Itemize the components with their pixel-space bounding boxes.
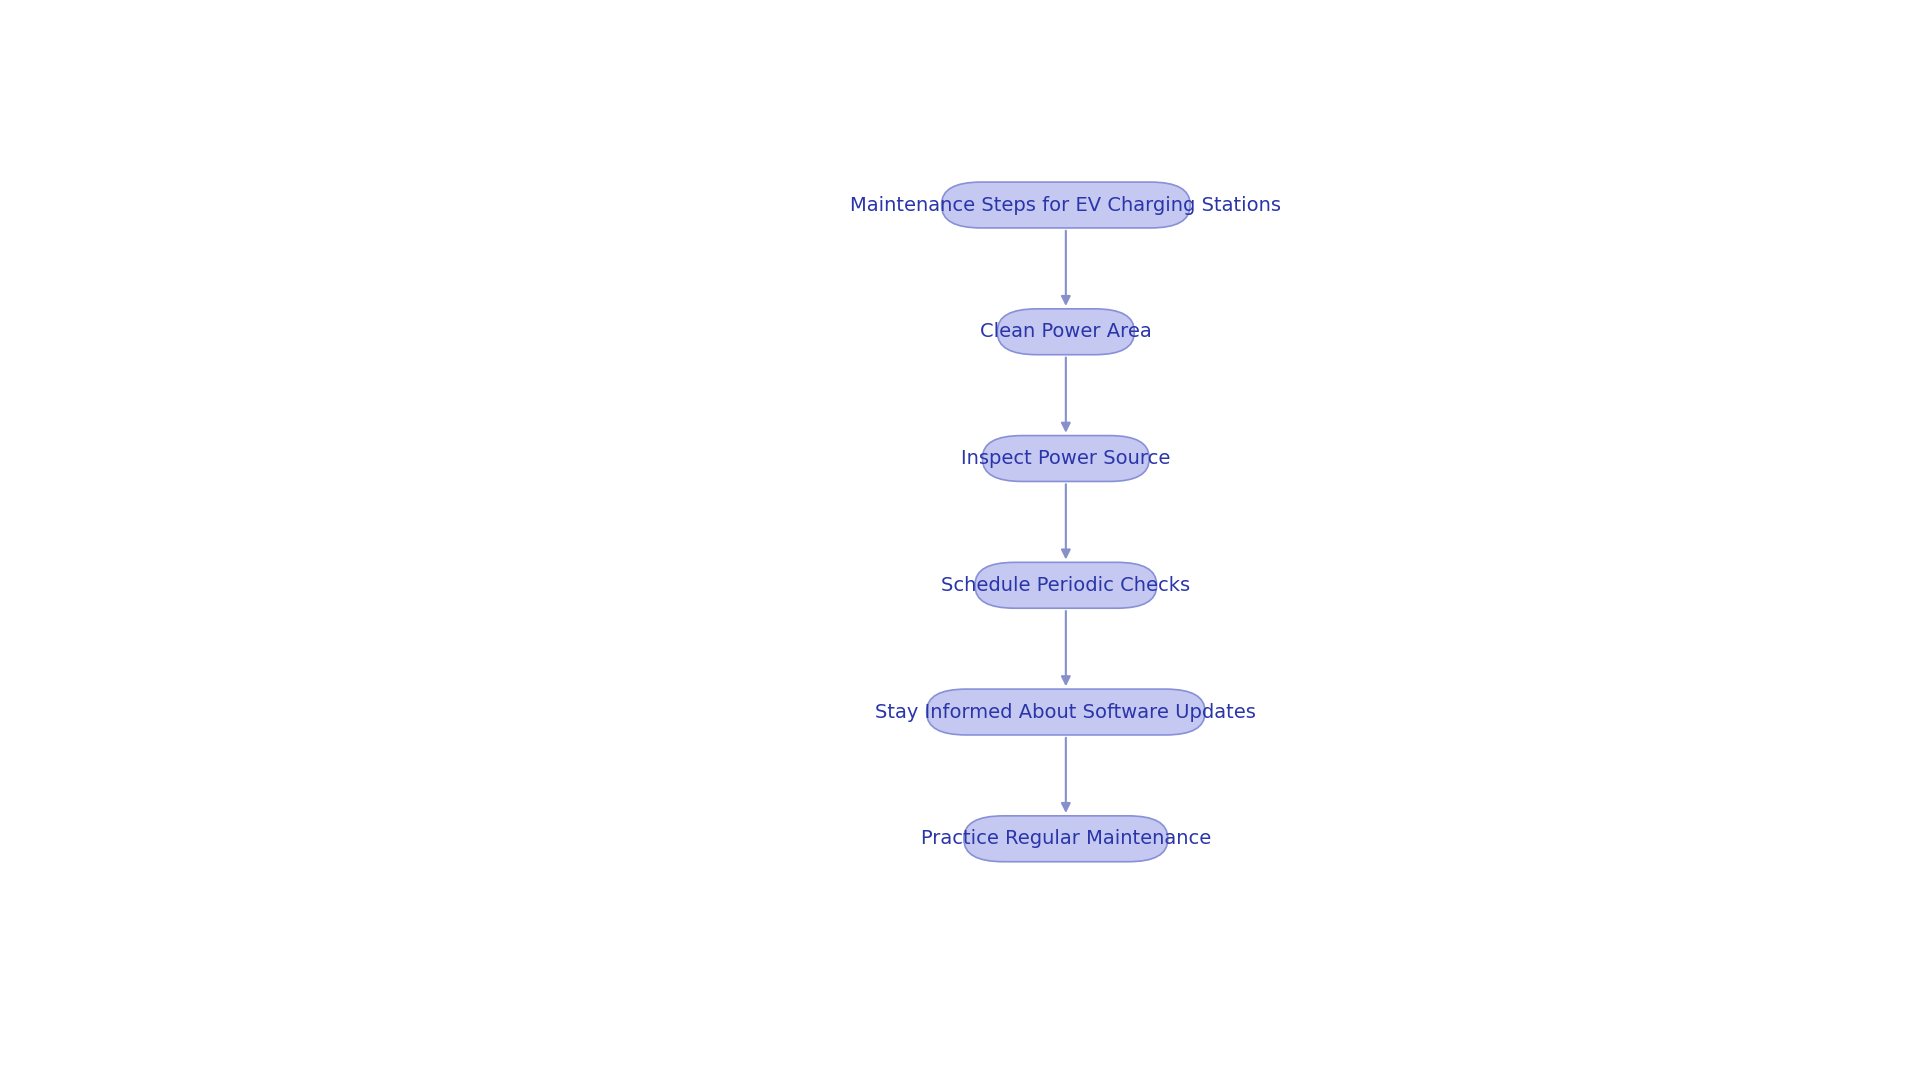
Text: Clean Power Area: Clean Power Area	[979, 323, 1152, 341]
FancyBboxPatch shape	[996, 309, 1135, 355]
FancyBboxPatch shape	[941, 182, 1190, 227]
Text: Schedule Periodic Checks: Schedule Periodic Checks	[941, 576, 1190, 595]
Text: Stay Informed About Software Updates: Stay Informed About Software Updates	[876, 703, 1256, 721]
FancyBboxPatch shape	[964, 815, 1167, 862]
FancyBboxPatch shape	[983, 435, 1150, 482]
Text: Inspect Power Source: Inspect Power Source	[962, 449, 1171, 468]
Text: Maintenance Steps for EV Charging Stations: Maintenance Steps for EV Charging Statio…	[851, 196, 1281, 214]
FancyBboxPatch shape	[975, 562, 1156, 609]
Text: Practice Regular Maintenance: Practice Regular Maintenance	[922, 830, 1212, 848]
FancyBboxPatch shape	[927, 689, 1206, 735]
